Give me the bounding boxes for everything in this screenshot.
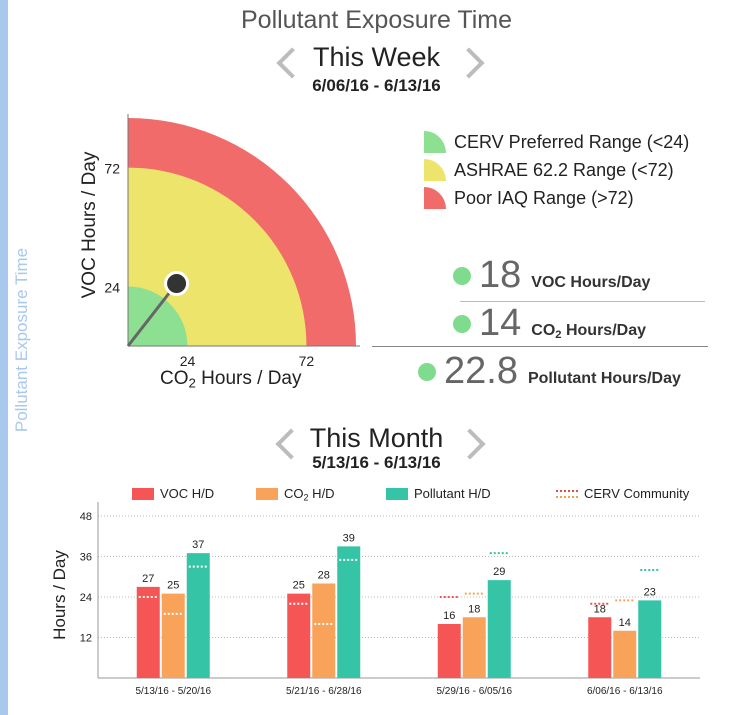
bar-y-tick-label: 24 [80,592,92,604]
legend-swatch [386,487,408,500]
bar [437,624,461,678]
bar-value-label: 28 [318,570,330,582]
green-dot-icon [453,314,471,333]
legend-co2-prefix: CO [284,486,304,501]
legend-item-cerv-preferred: CERV Preferred Range (<24) [424,128,689,156]
legend-label: Poor IAQ Range (>72) [454,187,634,208]
bar [161,593,185,678]
legend-swatch [132,487,154,500]
green-dot-icon [453,266,471,285]
bar-value-label: 18 [468,603,480,615]
co2-label-prefix: CO [531,322,556,339]
bar [588,617,612,678]
bar [638,600,662,678]
green-dot-icon [418,362,436,381]
legend-item-community: CERV Community [556,486,689,501]
legend-label: CO2 H/D [284,486,335,502]
gauge-needle [126,282,178,347]
bar [287,593,311,678]
voc-label: VOC Hours/Day [531,274,651,291]
legend-item-ashrae: ASHRAE 62.2 Range (<72) [424,156,674,184]
gauge-indicator-dot [164,271,190,297]
legend-label: CERV Community [584,486,690,501]
co2-value: 14 [479,302,522,344]
legend-co2-suffix: H/D [308,486,335,501]
stat-divider [460,301,705,302]
bar-value-label: 37 [192,539,204,551]
legend-item-co2: CO2 H/D [256,486,335,502]
co2-label-suffix: Hours/Day [561,322,646,339]
page-title: Pollutant Exposure Time [241,6,512,34]
bar-category-label: 5/29/16 - 6/05/16 [436,686,512,697]
red-wedge-icon [424,187,446,209]
gauge-x-tick-label: 72 [299,353,315,369]
bar-value-label: 27 [142,573,154,585]
gauge-yellow-zone [128,167,307,346]
gauge-x-tick-label: 24 [180,353,196,369]
bar [136,586,160,678]
legend-label: Pollutant H/D [414,486,491,501]
sidebar-strip [0,0,8,715]
legend-label: ASHRAE 62.2 Range (<72) [454,159,674,180]
pollutant-value: 22.8 [444,350,518,392]
week-period-label: This Week [312,42,441,72]
bar-category-label: 5/13/16 - 5/20/16 [135,686,211,697]
gauge-y-tick-label: 24 [104,280,120,296]
bar-value-label: 16 [443,610,455,622]
legend-swatch [256,488,278,501]
stat-total-rule [372,346,708,347]
yellow-wedge-icon [424,159,446,181]
month-period-label: This Month [309,423,444,453]
pollutant-label: Pollutant Hours/Day [527,370,681,387]
bar [613,630,637,678]
bar-category-label: 5/21/16 - 6/28/16 [286,686,362,697]
bar-value-label: 29 [493,566,505,578]
pollutant-stat: 22.8 Pollutant Hours/Day [418,350,681,393]
gauge-y-tick-label: 72 [104,161,120,177]
gauge-x-label-sub: 2 [188,375,196,391]
legend-label: VOC H/D [160,486,215,501]
gauge-x-label-suffix: Hours / Day [195,368,302,389]
gauge-x-label: CO2 Hours / Day [160,368,302,390]
bar-value-label: 18 [594,603,606,615]
legend-item-pollutant: Pollutant H/D [386,486,491,501]
bar-category-label: 6/06/16 - 6/13/16 [587,686,663,697]
bar-y-label: Hours / Day [50,550,69,640]
gauge-x-label-prefix: CO [160,368,189,389]
legend-item-voc: VOC H/D [132,486,214,501]
dotted-line-icon [556,489,578,498]
legend-label: CERV Preferred Range (<24) [454,131,690,152]
voc-stat: 18 VOC Hours/Day [453,254,650,297]
voc-value: 18 [479,254,522,296]
bar-y-tick-label: 36 [80,552,92,564]
bar [462,617,486,678]
legend-co2-sub: 2 [303,492,309,503]
co2-label-sub: 2 [555,328,562,341]
green-wedge-icon [424,131,446,153]
legend-item-poor-iaq: Poor IAQ Range (>72) [424,184,634,212]
bar [186,553,210,678]
bar-value-label: 25 [293,580,305,592]
bar-value-label: 14 [619,617,631,629]
bar-value-label: 23 [644,586,656,598]
co2-label: CO2 Hours/Day [531,322,646,341]
bar [337,546,361,678]
gauge-y-label: VOC Hours / Day [79,151,100,299]
bar-y-tick-label: 48 [80,511,92,523]
co2-stat: 14 CO2 Hours/Day [453,302,646,345]
bar-y-tick-label: 12 [80,633,92,645]
gauge-green-zone [128,286,188,346]
week-date-range: 6/06/16 - 6/13/16 [312,76,441,95]
bar-value-label: 25 [167,580,179,592]
month-date-range: 5/13/16 - 6/13/16 [312,453,441,472]
bar [487,580,511,678]
bar-value-label: 39 [343,532,355,544]
bar [312,583,336,678]
